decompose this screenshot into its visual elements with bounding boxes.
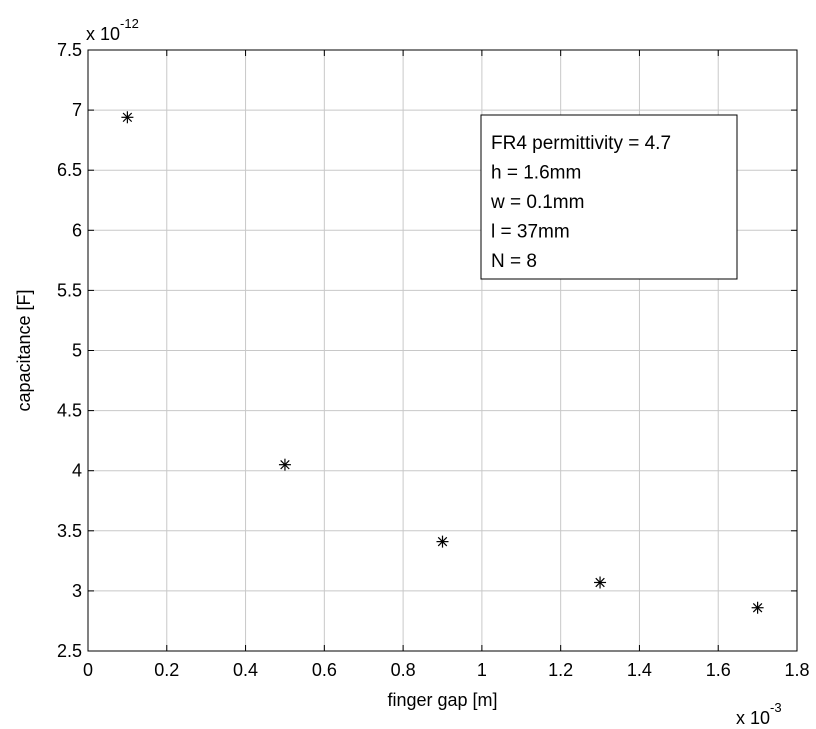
x-tick-label: 0.4 bbox=[233, 660, 258, 680]
data-point bbox=[121, 111, 134, 124]
y-tick-label: 4 bbox=[72, 461, 82, 481]
data-point bbox=[751, 601, 764, 614]
annotation-line: h = 1.6mm bbox=[491, 163, 581, 184]
x-tick-label: 0 bbox=[83, 660, 93, 680]
y-tick-label: 2.5 bbox=[57, 641, 82, 661]
data-markers bbox=[121, 111, 764, 614]
x-axis-multiplier: x 10-3 bbox=[736, 700, 782, 728]
annotation-line: FR4 permittivity = 4.7 bbox=[491, 133, 671, 154]
annotation-line: l = 37mm bbox=[491, 222, 570, 243]
x-multiplier-exponent: -3 bbox=[770, 700, 782, 715]
x-tick-label: 0.2 bbox=[154, 660, 179, 680]
annotation-line: w = 0.1mm bbox=[490, 192, 584, 213]
data-point bbox=[594, 576, 607, 589]
x-tick-label: 0.8 bbox=[391, 660, 416, 680]
annotation-frame bbox=[480, 114, 738, 280]
x-tick-label: 1.8 bbox=[784, 660, 809, 680]
y-tick-label: 5.5 bbox=[57, 280, 82, 300]
data-point bbox=[436, 535, 449, 548]
annotation-box: FR4 permittivity = 4.7 h = 1.6mm w = 0.1mm… bbox=[480, 114, 738, 280]
y-tick-label: 7 bbox=[72, 100, 82, 120]
x-tick-label: 1 bbox=[477, 660, 487, 680]
x-tick-label: 1.2 bbox=[548, 660, 573, 680]
annotation-line: N = 8 bbox=[491, 251, 537, 272]
x-multiplier-base: x 10 bbox=[736, 708, 770, 728]
y-axis-multiplier: x 10-12 bbox=[86, 16, 139, 44]
y-tick-label: 4.5 bbox=[57, 401, 82, 421]
y-tick-label: 6 bbox=[72, 220, 82, 240]
data-point bbox=[278, 458, 291, 471]
y-axis-label: capacitance [F] bbox=[14, 289, 34, 411]
y-tick-label: 7.5 bbox=[57, 40, 82, 60]
y-tick-label: 6.5 bbox=[57, 160, 82, 180]
y-multiplier-exponent: -12 bbox=[120, 16, 139, 31]
y-tick-label: 3 bbox=[72, 581, 82, 601]
y-tick-label: 5 bbox=[72, 341, 82, 361]
x-axis-label: finger gap [m] bbox=[387, 690, 497, 710]
x-tick-label: 1.4 bbox=[627, 660, 652, 680]
x-tick-label: 0.6 bbox=[312, 660, 337, 680]
axis-ticks bbox=[87, 49, 798, 652]
y-tick-label: 3.5 bbox=[57, 521, 82, 541]
x-tick-label: 1.6 bbox=[706, 660, 731, 680]
y-multiplier-base: x 10 bbox=[86, 24, 120, 44]
